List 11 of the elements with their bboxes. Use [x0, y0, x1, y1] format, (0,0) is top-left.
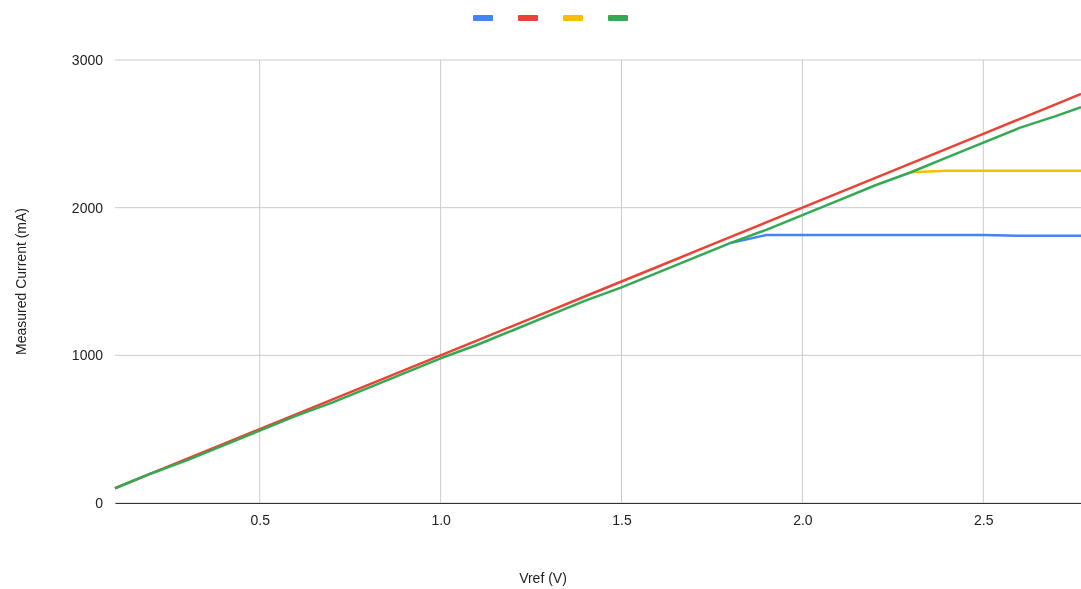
y-tick-label: 3000 [71, 51, 104, 68]
x-axis-title: Vref (V) [519, 570, 567, 586]
y-tick-label: 0 [95, 494, 104, 511]
x-tick-label: 2.5 [974, 511, 994, 528]
y-tick-label: 2000 [71, 199, 104, 216]
x-tick-label: 2.0 [793, 511, 813, 528]
x-tick-label: 0.5 [250, 511, 271, 528]
y-tick-label: 1000 [71, 347, 104, 364]
y-axis-title: Measured Current (mA) [13, 207, 29, 356]
x-tick-label: 1.5 [612, 511, 632, 528]
x-tick-label: 1.0 [431, 511, 452, 528]
